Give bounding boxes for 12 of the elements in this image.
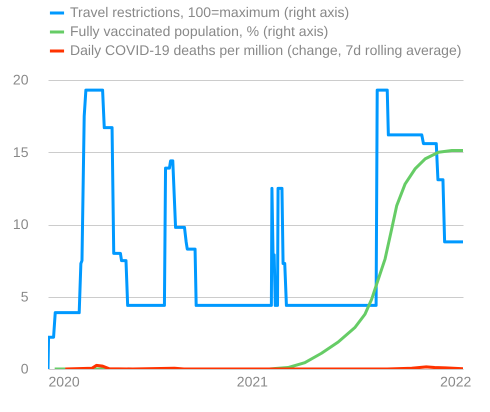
x-tick-label: 2022 — [440, 374, 472, 390]
y-tick-label: 20 — [12, 72, 29, 88]
legend-label: Travel restrictions, 100=maximum (right axis) — [70, 4, 350, 20]
y-tick-label: 15 — [12, 144, 29, 160]
y-tick-label: 0 — [20, 360, 29, 376]
legend-label: Daily COVID-19 deaths per million (change, 7d rolling average) — [70, 42, 462, 58]
y-tick-label: 10 — [12, 216, 29, 232]
legend-label: Fully vaccinated population, % (right axis) — [70, 23, 328, 39]
y-tick-label: 5 — [20, 288, 29, 304]
line-series — [48, 88, 463, 369]
x-tick-label: 2021 — [236, 374, 268, 390]
x-tick-label: 2020 — [48, 374, 80, 390]
